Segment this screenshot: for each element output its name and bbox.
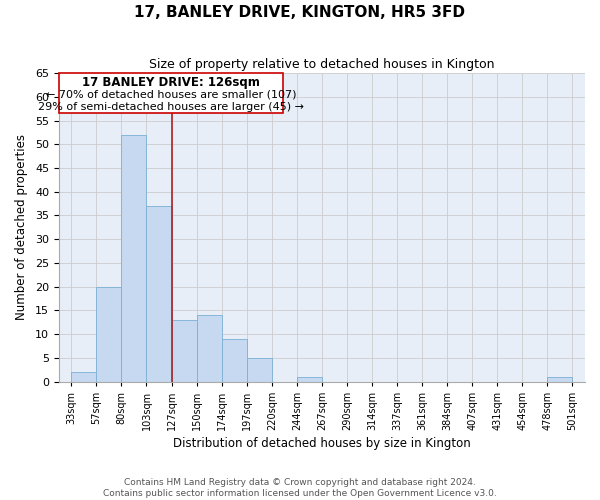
Bar [121,135,146,382]
Bar [197,315,221,382]
Text: Contains HM Land Registry data © Crown copyright and database right 2024.
Contai: Contains HM Land Registry data © Crown c… [103,478,497,498]
Y-axis label: Number of detached properties: Number of detached properties [15,134,28,320]
Bar [297,377,322,382]
Bar [547,377,572,382]
Bar [97,286,121,382]
Text: 17, BANLEY DRIVE, KINGTON, HR5 3FD: 17, BANLEY DRIVE, KINGTON, HR5 3FD [134,5,466,20]
Bar [247,358,272,382]
Bar [71,372,97,382]
Title: Size of property relative to detached houses in Kington: Size of property relative to detached ho… [149,58,494,70]
Bar [172,320,197,382]
Bar [146,206,172,382]
Text: ← 70% of detached houses are smaller (107): ← 70% of detached houses are smaller (10… [46,90,296,100]
FancyBboxPatch shape [59,73,283,114]
Text: 29% of semi-detached houses are larger (45) →: 29% of semi-detached houses are larger (… [38,102,304,112]
Text: 17 BANLEY DRIVE: 126sqm: 17 BANLEY DRIVE: 126sqm [82,76,260,90]
X-axis label: Distribution of detached houses by size in Kington: Distribution of detached houses by size … [173,437,471,450]
Bar [221,339,247,382]
